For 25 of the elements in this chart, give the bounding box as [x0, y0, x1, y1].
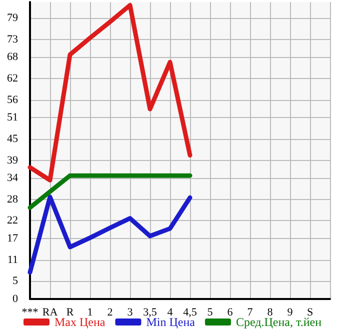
y-tick-label: 79 [7, 12, 18, 24]
y-tick-label: 22 [7, 214, 18, 227]
line-series [28, 194, 192, 275]
x-tick-label: 5 [207, 306, 214, 318]
y-tick-label: 17 [7, 232, 18, 245]
y-tick-label: 68 [7, 51, 18, 64]
y-tick-label: 51 [7, 112, 18, 124]
y-tick-label: 28 [7, 193, 18, 206]
x-tick-label: 4 [167, 306, 174, 318]
x-tick-label: 3,5 [143, 306, 158, 318]
y-tick-label: 73 [7, 33, 18, 46]
x-tick-label: 4,5 [183, 306, 198, 318]
line-series [28, 2, 192, 182]
y-tick-label: 11 [7, 254, 18, 266]
y-tick-label: 56 [7, 94, 18, 106]
y-tick-label: 5 [12, 275, 18, 288]
y-tick-label: 39 [7, 154, 18, 166]
x-tick-label: *** [22, 306, 38, 318]
x-tick-label: 3 [127, 306, 134, 318]
y-tick-label: 62 [7, 72, 18, 84]
y-tick-label: 34 [7, 172, 18, 184]
x-tick-label: 6 [227, 306, 234, 318]
y-tick-label: 0 [12, 293, 18, 305]
y-tick-label: 45 [7, 132, 18, 145]
x-tick-label: 2 [107, 306, 113, 318]
